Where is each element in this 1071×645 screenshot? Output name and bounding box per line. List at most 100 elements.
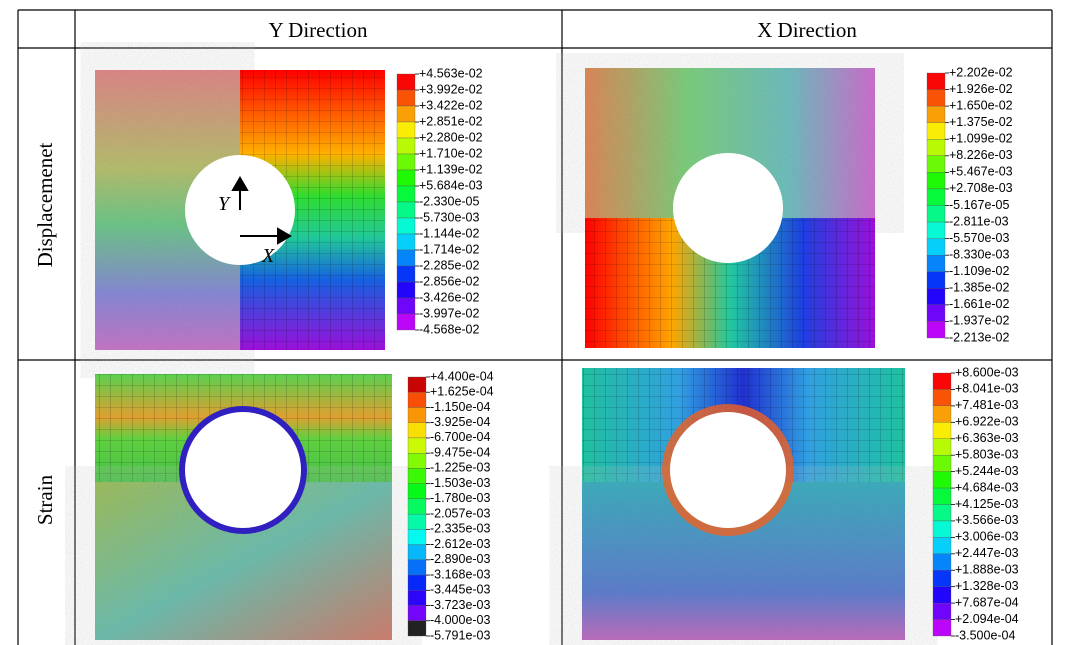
legend-swatch [927, 255, 945, 272]
legend-label: -1.503e-03 [430, 476, 491, 490]
legend-swatch [408, 606, 426, 621]
legend-label: +1.625e-04 [430, 385, 494, 399]
legend-label: -9.475e-04 [430, 445, 491, 459]
legend-swatch [927, 222, 945, 239]
contour-plot [585, 68, 875, 348]
row-header: Strain [33, 474, 57, 525]
legend-label: -6.700e-04 [430, 430, 491, 444]
legend-label: -2.285e-02 [419, 258, 480, 272]
legend-swatch [927, 139, 945, 156]
legend-swatch [397, 202, 415, 218]
legend-label: +7.481e-03 [955, 398, 1019, 412]
legend-label: +4.400e-04 [430, 369, 494, 383]
legend-swatch [933, 587, 951, 603]
legend-label: -2.811e-03 [949, 214, 1009, 228]
legend-label: -5.570e-03 [949, 231, 1010, 245]
legend-label: -2.890e-03 [430, 552, 491, 566]
legend-label: -1.385e-02 [949, 281, 1010, 295]
legend-label: +8.226e-03 [949, 148, 1013, 162]
legend-swatch [933, 620, 951, 636]
legend-swatch [933, 455, 951, 471]
legend-swatch [927, 272, 945, 289]
legend-swatch [927, 172, 945, 189]
legend-label: +1.888e-03 [955, 563, 1019, 577]
legend-label: +3.566e-03 [955, 513, 1019, 527]
legend-label: +2.202e-02 [949, 65, 1013, 79]
legend-swatch [933, 537, 951, 553]
legend-label: +1.375e-02 [949, 115, 1013, 129]
legend-swatch [927, 305, 945, 322]
contour-plot [95, 374, 392, 640]
legend-label: -1.109e-02 [949, 264, 1010, 278]
legend-label: +4.125e-03 [955, 497, 1019, 511]
legend-swatch [408, 545, 426, 560]
legend-label: -1.937e-02 [949, 314, 1010, 328]
legend-swatch [408, 560, 426, 575]
legend-label: +8.041e-03 [955, 382, 1019, 396]
legend-swatch [408, 514, 426, 529]
legend-swatch [933, 570, 951, 586]
legend-label: -1.780e-03 [430, 491, 491, 505]
legend-label: -3.500e-04 [955, 628, 1016, 642]
legend-label: -1.714e-02 [419, 242, 480, 256]
legend-label: +2.851e-02 [419, 114, 483, 128]
legend-label: +1.328e-03 [955, 579, 1019, 593]
legend-label: -3.426e-02 [419, 290, 480, 304]
legend-label: -3.445e-03 [430, 583, 491, 597]
legend-swatch [933, 603, 951, 619]
legend-label: +2.447e-03 [955, 546, 1019, 560]
legend-swatch [933, 406, 951, 422]
legend-label: -1.225e-03 [430, 461, 491, 475]
legend-label: -3.168e-03 [430, 567, 491, 581]
legend-swatch [408, 468, 426, 483]
legend-label: -2.057e-03 [430, 506, 491, 520]
legend-label: -2.330e-05 [419, 194, 480, 208]
legend-label: +3.422e-02 [419, 98, 483, 112]
legend-label: +5.684e-03 [419, 178, 483, 192]
legend-label: -5.791e-03 [430, 628, 491, 642]
legend-swatch [408, 529, 426, 544]
legend-swatch [927, 123, 945, 140]
legend-label: -3.723e-03 [430, 598, 491, 612]
legend-swatch [397, 90, 415, 106]
page: Y Direction X Direction Displacemenet St… [0, 0, 1071, 645]
legend-swatch [397, 170, 415, 186]
row-header: Displacemenet [33, 142, 57, 267]
legend-swatch [927, 239, 945, 256]
legend-swatch [927, 206, 945, 223]
legend-swatch [408, 453, 426, 468]
column-header: Y Direction [269, 18, 368, 42]
legend-label: -2.612e-03 [430, 537, 491, 551]
legend-swatch [933, 488, 951, 504]
legend-swatch [397, 106, 415, 122]
legend-label: -2.213e-02 [949, 330, 1010, 344]
legend-swatch [397, 218, 415, 234]
legend-swatch [933, 505, 951, 521]
legend-swatch [408, 438, 426, 453]
legend-swatch [933, 472, 951, 488]
legend-label: -1.661e-02 [949, 297, 1010, 311]
legend-swatch [408, 407, 426, 422]
legend-swatch [408, 377, 426, 392]
legend-swatch [397, 298, 415, 314]
legend-swatch [927, 73, 945, 90]
legend-label: -1.150e-04 [430, 400, 491, 414]
legend-label: -2.335e-03 [430, 522, 491, 536]
legend-swatch [408, 423, 426, 438]
legend-label: +2.280e-02 [419, 130, 483, 144]
legend-swatch [933, 439, 951, 455]
legend-label: +7.687e-04 [955, 595, 1019, 609]
legend-label: +1.139e-02 [419, 162, 483, 176]
legend-swatch [933, 521, 951, 537]
legend-swatch [927, 90, 945, 107]
legend-label: +4.563e-02 [419, 66, 483, 80]
legend-label: -1.144e-02 [419, 226, 480, 240]
legend-swatch [927, 106, 945, 123]
legend-label: -3.925e-04 [430, 415, 491, 429]
legend-label: +1.099e-02 [949, 132, 1013, 146]
legend-label: -2.856e-02 [419, 274, 480, 288]
legend-label: +3.006e-03 [955, 530, 1019, 544]
legend-label: -3.997e-02 [419, 306, 480, 320]
legend-label: +8.600e-03 [955, 365, 1019, 379]
legend-swatch [397, 266, 415, 282]
